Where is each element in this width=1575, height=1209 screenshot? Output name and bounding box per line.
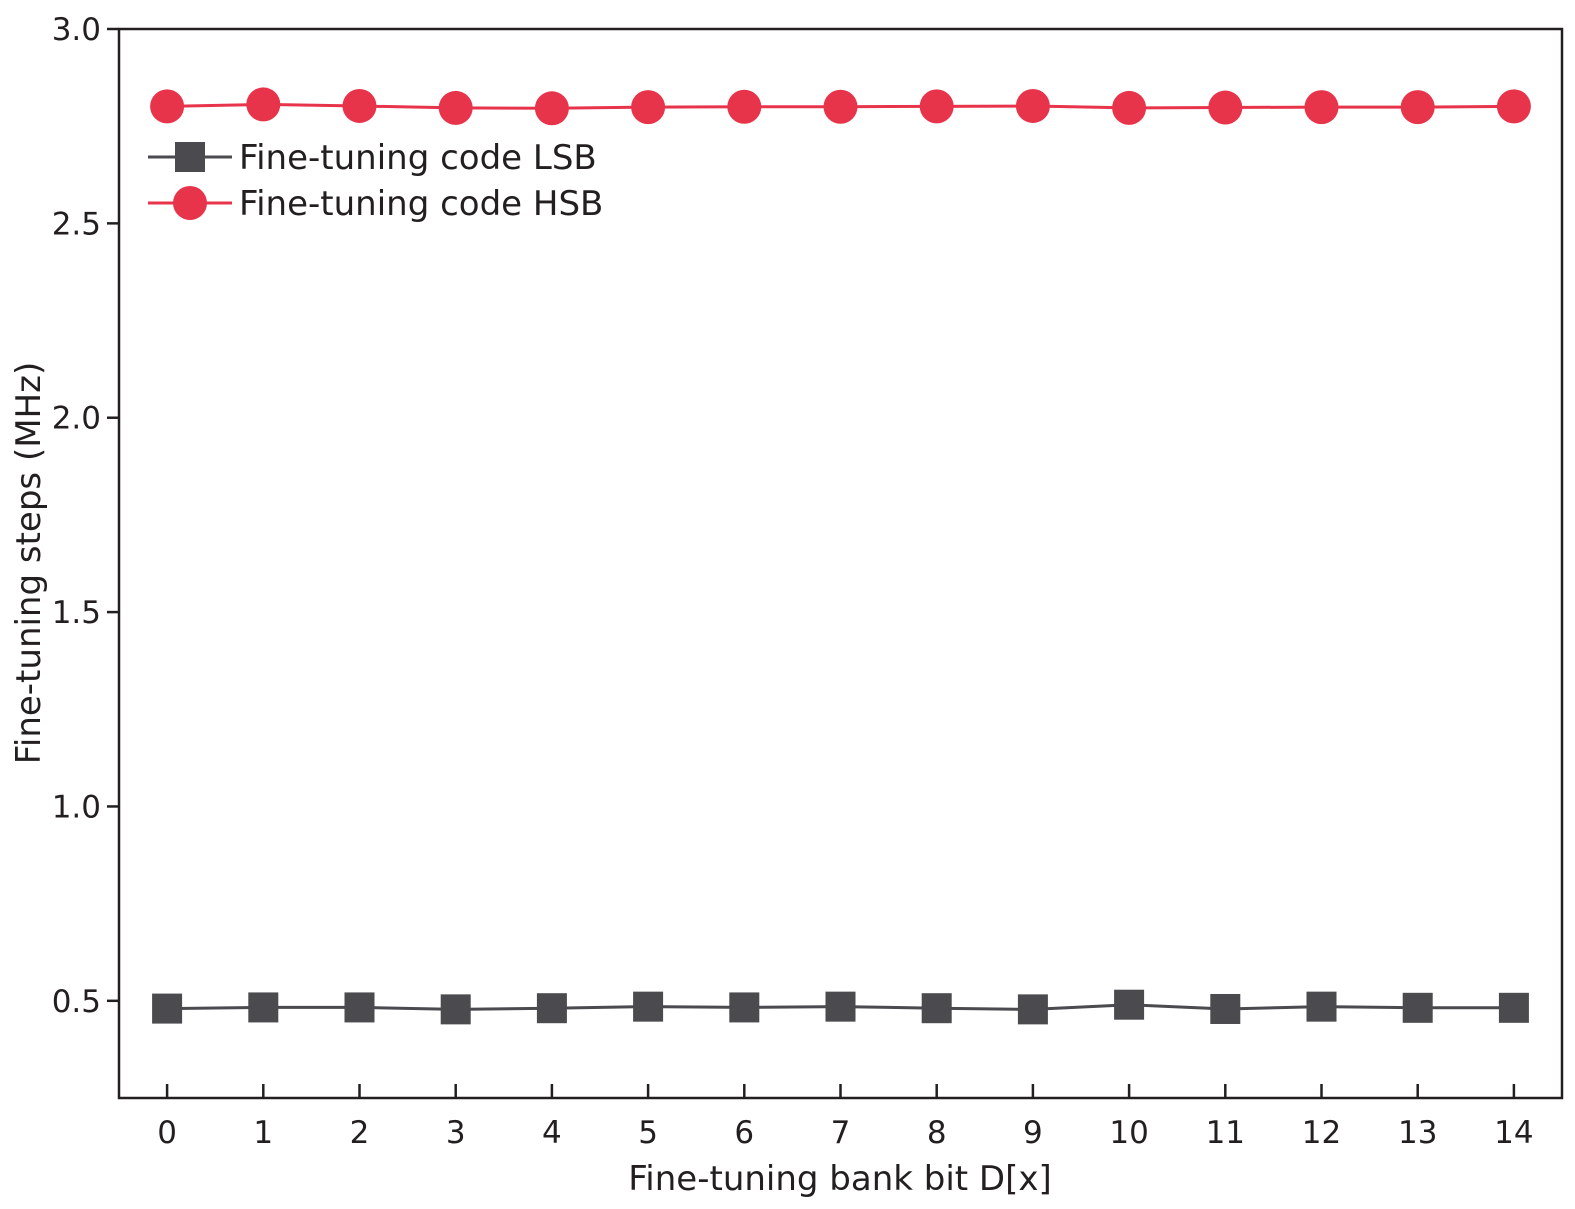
data-point-hsb bbox=[1015, 88, 1050, 123]
y-tick-label: 1.0 bbox=[52, 789, 101, 825]
data-point-hsb bbox=[246, 87, 281, 122]
data-point-lsb bbox=[248, 992, 279, 1023]
x-tick-label: 13 bbox=[1398, 1115, 1437, 1151]
data-point-hsb bbox=[727, 89, 762, 124]
data-point-lsb bbox=[440, 994, 471, 1025]
data-point-lsb bbox=[633, 991, 664, 1022]
legend-label-hsb: Fine-tuning code HSB bbox=[239, 184, 603, 224]
y-tick-label: 2.5 bbox=[52, 206, 101, 242]
y-axis-label: Fine-tuning steps (MHz) bbox=[9, 362, 49, 764]
data-point-hsb bbox=[1208, 90, 1243, 125]
data-point-hsb bbox=[631, 90, 666, 125]
data-point-lsb bbox=[1306, 991, 1337, 1022]
x-axis: 0 1 2 3 4 5 6 7 8 9 10 11 12 13 14 bbox=[157, 1084, 1534, 1151]
x-tick-label: 5 bbox=[638, 1115, 658, 1151]
data-point-lsb bbox=[1210, 993, 1241, 1024]
data-point-hsb bbox=[1400, 90, 1435, 125]
data-point-hsb bbox=[823, 89, 858, 124]
x-tick-label: 0 bbox=[157, 1115, 177, 1151]
x-tick-label: 11 bbox=[1206, 1115, 1245, 1151]
x-tick-label: 1 bbox=[253, 1115, 273, 1151]
x-tick-label: 3 bbox=[446, 1115, 466, 1151]
y-tick-label: 3.0 bbox=[52, 12, 101, 48]
data-point-hsb bbox=[438, 90, 473, 125]
legend-marker-lsb bbox=[175, 142, 205, 172]
data-point-lsb bbox=[1498, 992, 1529, 1023]
data-point-hsb bbox=[919, 89, 954, 124]
data-point-hsb bbox=[1112, 90, 1147, 125]
x-tick-label: 14 bbox=[1494, 1115, 1533, 1151]
data-point-hsb bbox=[342, 88, 377, 123]
legend: Fine-tuning code LSB Fine-tuning code HSB bbox=[148, 138, 603, 224]
x-tick-label: 6 bbox=[734, 1115, 754, 1151]
x-tick-label: 8 bbox=[927, 1115, 947, 1151]
data-point-hsb bbox=[534, 91, 569, 126]
legend-marker-hsb bbox=[173, 186, 207, 220]
data-point-lsb bbox=[921, 993, 952, 1024]
data-point-lsb bbox=[1114, 989, 1145, 1020]
data-point-lsb bbox=[825, 991, 856, 1022]
data-point-hsb bbox=[1304, 90, 1339, 125]
y-tick-label: 2.0 bbox=[52, 401, 101, 437]
data-point-lsb bbox=[1017, 994, 1048, 1025]
data-point-lsb bbox=[729, 992, 760, 1023]
data-point-hsb bbox=[1496, 89, 1531, 124]
series-layer bbox=[150, 87, 1531, 1025]
x-tick-label: 9 bbox=[1023, 1115, 1043, 1151]
x-axis-label: Fine-tuning bank bit D[x] bbox=[628, 1159, 1052, 1199]
x-tick-label: 12 bbox=[1302, 1115, 1341, 1151]
data-point-hsb bbox=[150, 89, 185, 124]
y-axis: 0.5 1.0 1.5 2.0 2.5 3.0 bbox=[52, 12, 119, 1020]
x-tick-label: 4 bbox=[542, 1115, 562, 1151]
data-point-lsb bbox=[344, 992, 375, 1023]
data-point-lsb bbox=[152, 993, 183, 1024]
data-point-lsb bbox=[1402, 992, 1433, 1023]
x-tick-label: 2 bbox=[350, 1115, 370, 1151]
x-tick-label: 7 bbox=[831, 1115, 851, 1151]
y-tick-label: 0.5 bbox=[52, 984, 101, 1020]
y-tick-label: 1.5 bbox=[52, 595, 101, 631]
x-tick-label: 10 bbox=[1109, 1115, 1148, 1151]
data-point-lsb bbox=[536, 993, 567, 1024]
legend-label-lsb: Fine-tuning code LSB bbox=[239, 138, 597, 178]
